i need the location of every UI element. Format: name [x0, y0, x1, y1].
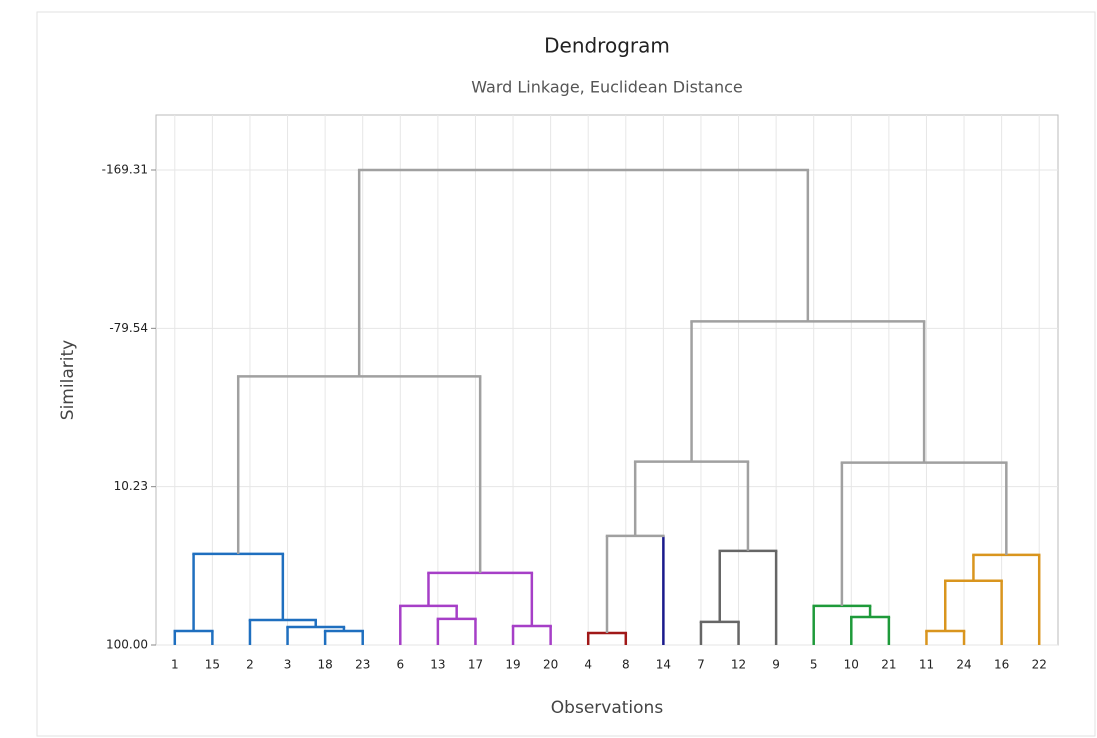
y-tick-label: 10.23	[114, 479, 148, 493]
x-tick-label: 21	[881, 658, 896, 672]
chart-subtitle: Ward Linkage, Euclidean Distance	[471, 78, 743, 97]
x-tick-label: 10	[844, 658, 859, 672]
x-tick-label: 4	[584, 658, 592, 672]
x-tick-label: 5	[810, 658, 818, 672]
x-tick-label: 24	[956, 658, 971, 672]
x-tick-label: 2	[246, 658, 254, 672]
frame	[36, 11, 1096, 737]
x-tick-label: 13	[430, 658, 445, 672]
x-tick-label: 6	[396, 658, 404, 672]
y-tick-label: -79.54	[109, 321, 148, 335]
x-tick-label: 3	[284, 658, 292, 672]
y-tick-label: 100.00	[106, 638, 148, 652]
x-tick-label: 16	[994, 658, 1009, 672]
x-tick-label: 23	[355, 658, 370, 672]
x-tick-label: 9	[772, 658, 780, 672]
x-tick-label: 17	[468, 658, 483, 672]
x-tick-label: 15	[205, 658, 220, 672]
x-tick-label: 8	[622, 658, 630, 672]
x-tick-label: 19	[505, 658, 520, 672]
x-tick-label: 1	[171, 658, 179, 672]
x-tick-label: 18	[317, 658, 332, 672]
x-tick-label: 11	[919, 658, 934, 672]
x-tick-label: 20	[543, 658, 558, 672]
y-axis-label: Similarity	[58, 340, 78, 420]
x-axis-label: Observations	[551, 698, 664, 718]
x-tick-label: 22	[1032, 658, 1047, 672]
x-tick-label: 12	[731, 658, 746, 672]
y-tick-label: -169.31	[102, 163, 148, 177]
chart-title: Dendrogram	[544, 34, 670, 58]
x-tick-label: 7	[697, 658, 705, 672]
x-tick-label: 14	[656, 658, 671, 672]
